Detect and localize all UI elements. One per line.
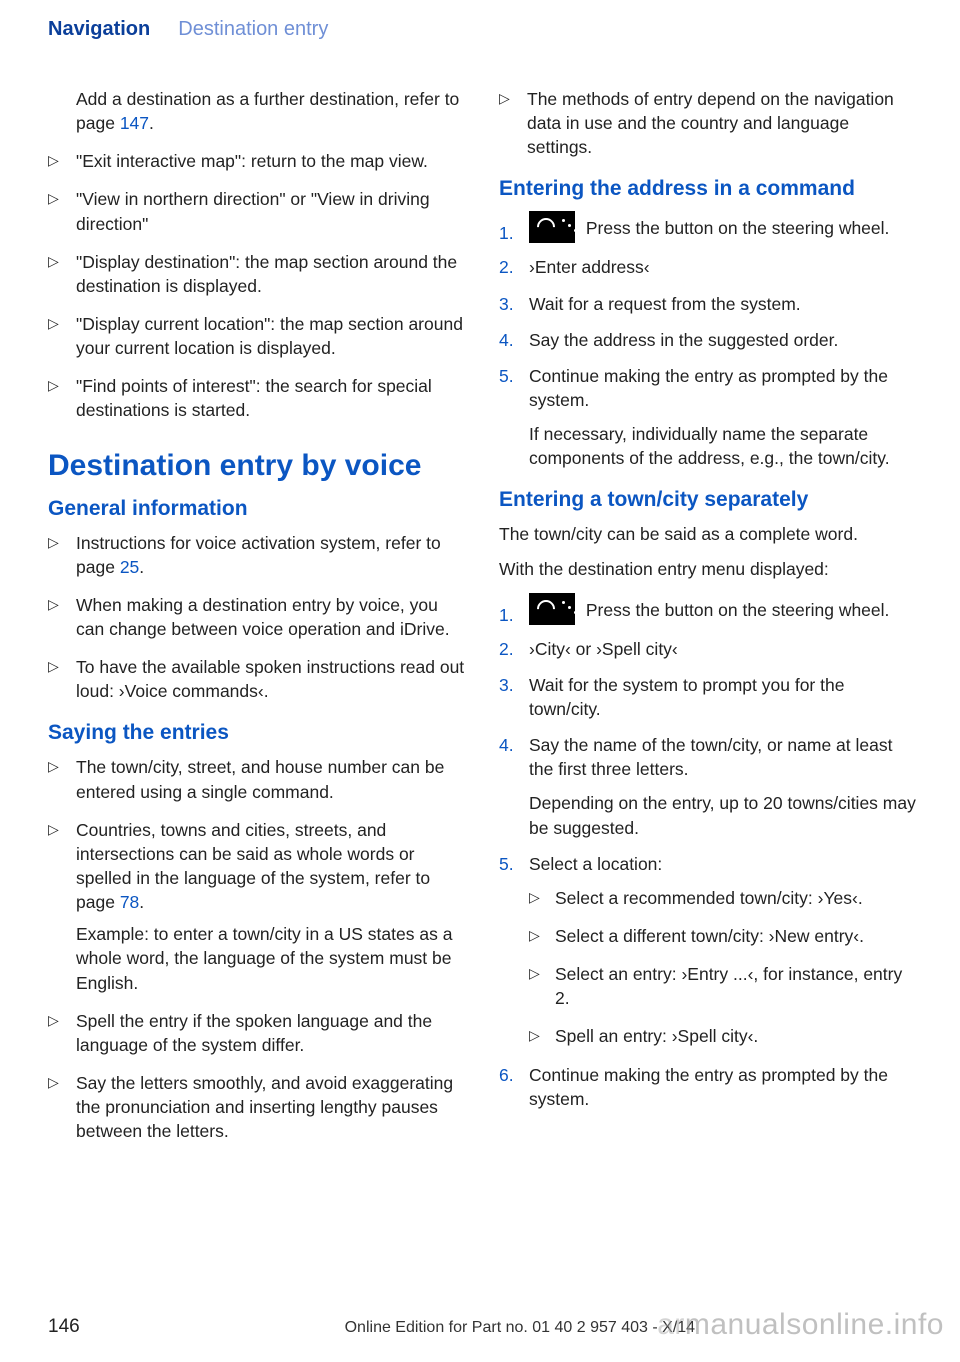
left-column: Add a destination as a further destinati… bbox=[48, 87, 465, 1157]
example-paragraph: Example: to enter a town/city in a US st… bbox=[76, 922, 465, 994]
watermark-b: manualsonline.info bbox=[685, 1308, 944, 1341]
h2-entering-address: Entering the address in a command bbox=[499, 177, 916, 201]
right-column: The methods of entry depend on the navi­… bbox=[499, 87, 916, 1157]
city-steps: Press the button on the steering wheel. … bbox=[499, 593, 916, 1111]
page-header: Navigation Destination entry bbox=[0, 0, 960, 41]
page-ref-78[interactable]: 78 bbox=[120, 892, 139, 912]
step-item: Say the address in the suggested order. bbox=[499, 328, 916, 352]
saying-entries-list: The town/city, street, and house number … bbox=[48, 755, 465, 1143]
step-item: ›City‹ or ›Spell city‹ bbox=[499, 637, 916, 661]
city-para-1: The town/city can be said as a complete … bbox=[499, 522, 916, 546]
footer-pre: Online Edition for Part no. 01 40 2 957 … bbox=[345, 1319, 687, 1336]
list-item: To have the available spoken instruction… bbox=[48, 655, 465, 703]
step-text: Select a location: bbox=[529, 854, 662, 874]
intro-paragraph: Add a destination as a further destinati… bbox=[48, 87, 465, 135]
list-item: "Display current location": the map sect… bbox=[48, 312, 465, 360]
voice-button-icon bbox=[529, 593, 575, 625]
h2-general-info: General information bbox=[48, 497, 465, 521]
item-tail: . bbox=[139, 557, 144, 577]
h2-entering-city: Entering a town/city separately bbox=[499, 488, 916, 512]
step-after: Depending on the entry, up to 20 towns/c… bbox=[529, 791, 916, 839]
step-item: Continue making the entry as prompted by… bbox=[499, 1063, 916, 1111]
top-right-list: The methods of entry depend on the navi­… bbox=[499, 87, 916, 159]
page-ref-25[interactable]: 25 bbox=[120, 557, 139, 577]
h1-destination-voice: Destination entry by voice bbox=[48, 449, 465, 483]
list-item: "Exit interactive map": return to the ma… bbox=[48, 149, 465, 173]
list-item: "Display destination": the map section a… bbox=[48, 250, 465, 298]
list-item: "View in northern direction" or "View in… bbox=[48, 187, 465, 235]
header-subsection: Destination entry bbox=[178, 18, 328, 41]
voice-button-icon bbox=[529, 211, 575, 243]
page-ref-147[interactable]: 147 bbox=[120, 113, 149, 133]
list-item: Select a different town/city: ›New entry… bbox=[529, 924, 916, 948]
content-area: Add a destination as a further destinati… bbox=[0, 41, 960, 1157]
list-item: When making a destination entry by voice… bbox=[48, 593, 465, 641]
list-item: Spell the entry if the spoken language a… bbox=[48, 1009, 465, 1057]
step-text: Say the name of the town/city, or name a… bbox=[529, 735, 892, 779]
list-item: Select an entry: ›Entry ...‹, for instan… bbox=[529, 962, 916, 1010]
step-item: Select a location: Select a recommended … bbox=[499, 852, 916, 1049]
page-number: 146 bbox=[48, 1316, 80, 1338]
step-item: Press the button on the steering wheel. bbox=[499, 593, 916, 625]
list-item: Spell an entry: ›Spell city‹. bbox=[529, 1024, 916, 1048]
step-item: Wait for a request from the system. bbox=[499, 292, 916, 316]
watermark: armanualsonline.info bbox=[657, 1308, 944, 1342]
item-tail: . bbox=[139, 892, 144, 912]
intro-tail: . bbox=[149, 113, 154, 133]
step-after: If necessary, individually name the sepa… bbox=[529, 422, 916, 470]
step-text: Continue making the entry as prompted by… bbox=[529, 366, 888, 410]
list-item: The methods of entry depend on the navi­… bbox=[499, 87, 916, 159]
list-item: Select a recommended town/city: ›Yes‹. bbox=[529, 886, 916, 910]
step-item: Wait for the system to prompt you for th… bbox=[499, 673, 916, 721]
map-options-list: "Exit interactive map": return to the ma… bbox=[48, 149, 465, 422]
header-section: Navigation bbox=[48, 18, 150, 41]
watermark-a: ar bbox=[657, 1308, 685, 1341]
step-item: Continue making the entry as prompted by… bbox=[499, 364, 916, 471]
h2-saying-entries: Saying the entries bbox=[48, 721, 465, 745]
step-item: Say the name of the town/city, or name a… bbox=[499, 733, 916, 840]
list-item: The town/city, street, and house number … bbox=[48, 755, 465, 803]
step-text: Press the button on the steering wheel. bbox=[586, 218, 890, 238]
footer-center-text: Online Edition for Part no. 01 40 2 957 … bbox=[345, 1319, 695, 1337]
step-item: Press the button on the steering wheel. bbox=[499, 211, 916, 243]
general-info-list: Instructions for voice activation system… bbox=[48, 531, 465, 704]
city-para-2: With the destination entry menu displaye… bbox=[499, 557, 916, 581]
address-steps: Press the button on the steering wheel. … bbox=[499, 211, 916, 470]
select-location-list: Select a recommended town/city: ›Yes‹. S… bbox=[529, 886, 916, 1049]
list-item: Countries, towns and cities, streets, an… bbox=[48, 818, 465, 995]
step-text: Press the button on the steering wheel. bbox=[586, 600, 890, 620]
list-item: "Find points of interest": the search fo… bbox=[48, 374, 465, 422]
list-item: Instructions for voice activation system… bbox=[48, 531, 465, 579]
step-item: ›Enter address‹ bbox=[499, 255, 916, 279]
list-item: Say the letters smoothly, and avoid exag… bbox=[48, 1071, 465, 1143]
